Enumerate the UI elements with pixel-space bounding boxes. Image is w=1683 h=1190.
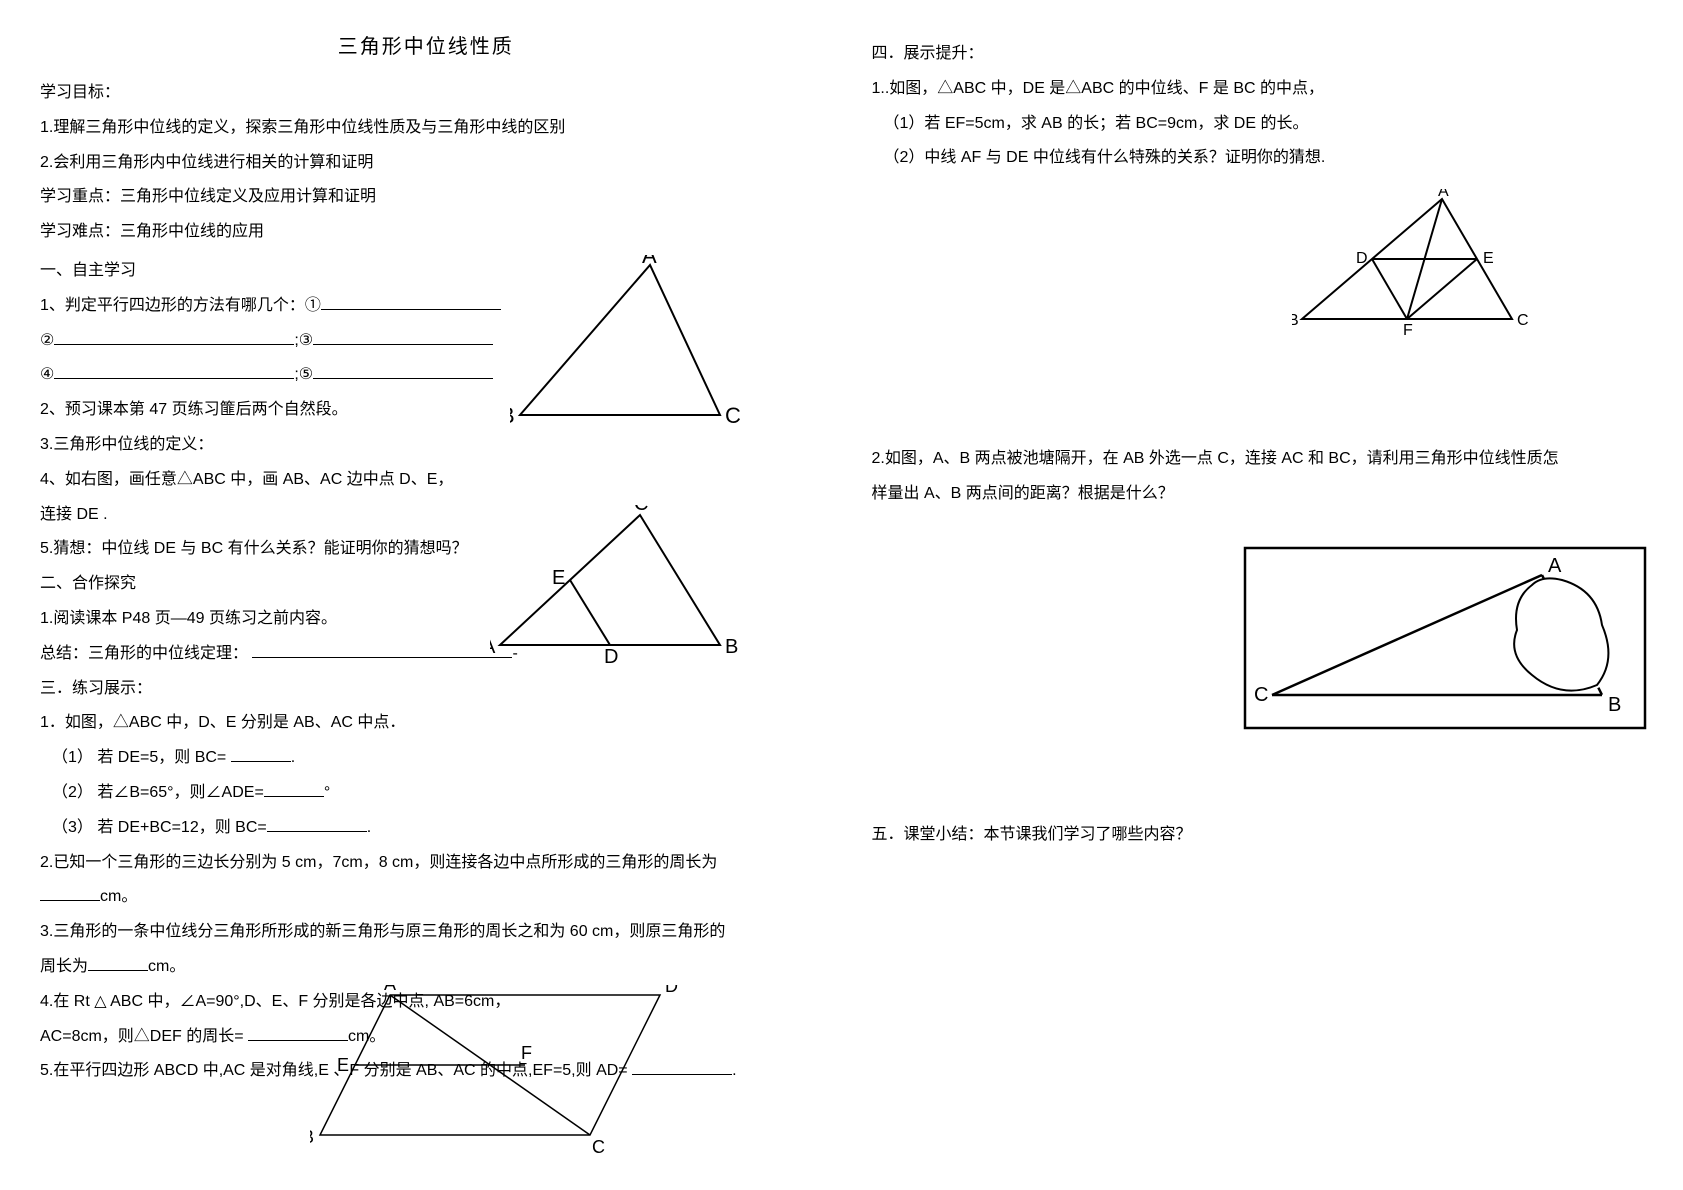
blank xyxy=(252,642,512,658)
blank xyxy=(313,329,493,345)
svg-text:A: A xyxy=(384,985,396,994)
blank xyxy=(54,363,294,379)
blank xyxy=(264,781,324,797)
s1-q4a: 4、如右图，画任意△ABC 中，画 AB、AC 边中点 D、E， xyxy=(40,466,812,495)
svg-text:E: E xyxy=(552,567,565,589)
s1-q3: 3.三角形中位线的定义： xyxy=(40,431,812,460)
s3-q3b-text: 周长为 xyxy=(40,958,88,975)
svg-text:C: C xyxy=(592,1137,605,1155)
blank xyxy=(88,955,148,971)
figure-triangle-abc: A B C xyxy=(510,255,740,435)
svg-text:A: A xyxy=(490,636,496,658)
svg-text:F: F xyxy=(1403,322,1413,339)
svg-text:A: A xyxy=(1548,555,1562,577)
s3-q1c-text: （3） 若 DE+BC=12，则 BC= xyxy=(52,819,267,836)
svg-text:D: D xyxy=(665,985,678,996)
s4-q1: 1..如图，△ABC 中，DE 是△ABC 的中位线、F 是 BC 的中点， xyxy=(872,75,1644,104)
blank xyxy=(313,363,493,379)
svg-text:C: C xyxy=(1254,684,1268,706)
svg-text:F: F xyxy=(521,1043,532,1063)
svg-text:B: B xyxy=(1608,694,1621,716)
figure-pond: A B C xyxy=(1242,545,1652,735)
s3-q1c: （3） 若 DE+BC=12，则 BC=. xyxy=(40,814,812,843)
section-4-heading: 四．展示提升： xyxy=(872,40,1644,69)
svg-text:A: A xyxy=(1438,189,1449,200)
s3-q1a: （1） 若 DE=5，则 BC= . xyxy=(40,744,812,773)
svg-text:A: A xyxy=(642,255,657,268)
s1-q1-text-b: ② xyxy=(40,332,54,349)
difficulty: 学习难点：三角形中位线的应用 xyxy=(40,218,812,247)
s3-q2b: cm。 xyxy=(40,883,812,912)
svg-text:B: B xyxy=(310,1127,314,1147)
objectives-heading: 学习目标： xyxy=(40,79,812,108)
s1-q1-text-d: ④ xyxy=(40,366,54,383)
svg-text:C: C xyxy=(725,403,740,428)
figure-5-container: A B C xyxy=(872,515,1644,755)
s3-q3c-text: cm。 xyxy=(148,958,185,975)
s4-q1b: （2）中线 AF 与 DE 中位线有什么特殊的关系？证明你的猜想. xyxy=(872,144,1644,173)
svg-text:C: C xyxy=(1517,312,1529,329)
right-column: 四．展示提升： 1..如图，△ABC 中，DE 是△ABC 的中位线、F 是 B… xyxy=(872,30,1644,1160)
svg-text:D: D xyxy=(1356,250,1368,267)
figure-4-container: A B C D E F xyxy=(872,179,1644,379)
s4-q1a: （1）若 EF=5cm，求 AB 的长；若 BC=9cm，求 DE 的长。 xyxy=(872,110,1644,139)
s3-q1a-text: （1） 若 DE=5，则 BC= xyxy=(52,749,231,766)
left-column: 三角形中位线性质 学习目标： 1.理解三角形中位线的定义，探索三角形中位线性质及… xyxy=(40,30,812,1160)
s3-q1: 1．如图，△ABC 中，D、E 分别是 AB、AC 中点． xyxy=(40,709,812,738)
s3-q1b-end: ° xyxy=(324,784,330,801)
blank xyxy=(231,746,291,762)
svg-text:D: D xyxy=(604,646,618,665)
svg-text:E: E xyxy=(337,1055,349,1075)
s1-q1-text-c: ;③ xyxy=(294,332,313,349)
blank xyxy=(54,329,294,345)
s4-q2b: 样量出 A、B 两点间的距离？根据是什么？ xyxy=(872,480,1644,509)
svg-text:B: B xyxy=(1292,312,1299,329)
s4-q2a: 2.如图，A、B 两点被池塘隔开，在 AB 外选一点 C，连接 AC 和 BC，… xyxy=(872,445,1644,474)
objective-1: 1.理解三角形中位线的定义，探索三角形中位线性质及与三角形中线的区别 xyxy=(40,114,812,143)
svg-text:B: B xyxy=(510,403,515,428)
blank xyxy=(267,816,367,832)
figure-triangle-midlines: A B C D E F xyxy=(1292,189,1532,339)
s3-q3a: 3.三角形的一条中位线分三角形所形成的新三角形与原三角形的周长之和为 60 cm… xyxy=(40,918,812,947)
objective-2: 2.会利用三角形内中位线进行相关的计算和证明 xyxy=(40,149,812,178)
s3-q4b-text: AC=8cm，则△DEF 的周长= xyxy=(40,1028,248,1045)
s3-q2b-text: cm。 xyxy=(100,888,137,905)
s1-q1-text-e: ;⑤ xyxy=(294,366,313,383)
svg-text:B: B xyxy=(725,636,738,658)
blank xyxy=(40,885,100,901)
doc-title: 三角形中位线性质 xyxy=(40,30,812,59)
section-5-heading: 五．课堂小结：本节课我们学习了哪些内容？ xyxy=(872,821,1644,850)
s3-q1a-end: . xyxy=(291,749,295,766)
s3-q2a: 2.已知一个三角形的三边长分别为 5 cm，7cm，8 cm，则连接各边中点所形… xyxy=(40,849,812,878)
s2-sum-text: 总结：三角形的中位线定理： xyxy=(40,645,248,662)
s3-q1c-end: . xyxy=(367,819,371,836)
svg-text:E: E xyxy=(1483,250,1494,267)
s3-q3b: 周长为 cm。 xyxy=(40,953,812,982)
s1-q1-text-a: 1、判定平行四边形的方法有哪几个：① xyxy=(40,297,321,314)
section-3-heading: 三．练习展示： xyxy=(40,675,812,704)
figure-triangle-de: A B C D E xyxy=(490,505,740,665)
blank xyxy=(321,294,501,310)
s3-q1b: （2） 若∠B=65°，则∠ADE= ° xyxy=(40,779,812,808)
figure-parallelogram: A B C D E F xyxy=(310,985,680,1155)
svg-text:C: C xyxy=(634,505,648,515)
s3-q1b-text: （2） 若∠B=65°，则∠ADE= xyxy=(52,784,264,801)
s3-q5b-text: . xyxy=(732,1062,736,1079)
focus: 学习重点：三角形中位线定义及应用计算和证明 xyxy=(40,183,812,212)
